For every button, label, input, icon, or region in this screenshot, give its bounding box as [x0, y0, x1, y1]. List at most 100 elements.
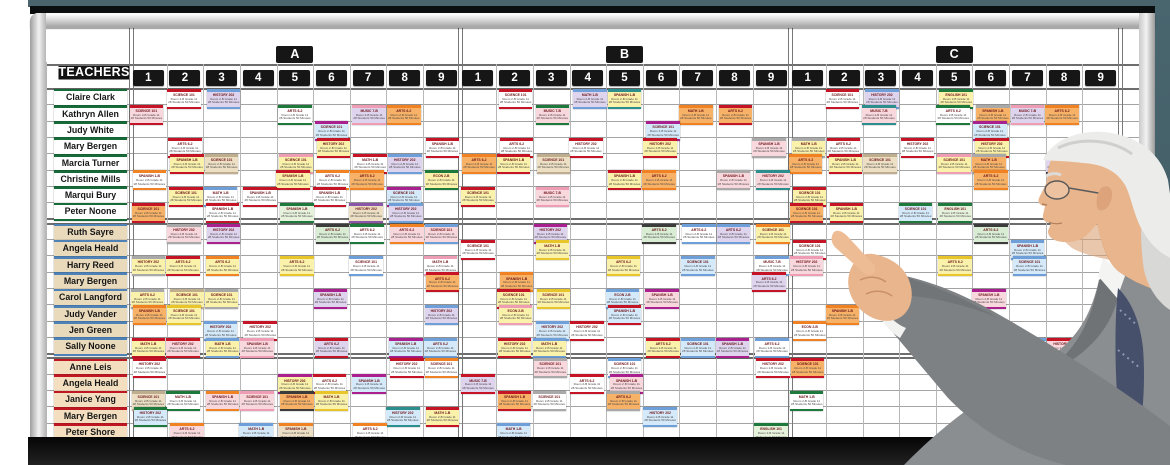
card-detail: Room 2-B Grade 11 — [353, 178, 381, 183]
grid-line-vertical — [166, 64, 168, 437]
card-detail: Room 2-B Grade 11 — [613, 382, 640, 387]
card-subject: MATH 1-B — [434, 411, 451, 416]
card-detail: Room 2-B Grade 11 — [792, 161, 819, 166]
grid-line-horizontal — [46, 218, 1139, 221]
card-detail: 28 Students 50 Minutes — [426, 149, 459, 154]
card-subject: SPANISH 1-B — [319, 292, 342, 297]
presenter-sleeve-shade — [886, 272, 998, 318]
card-detail: Room 2-B Grade 11 — [720, 231, 747, 236]
card-subject: HISTORY 202 — [576, 325, 598, 330]
card-detail: 28 Students 50 Minutes — [536, 197, 569, 202]
card-subject: ARTS 6-2 — [945, 109, 961, 114]
card-subject: SPANISH 1-B — [615, 378, 638, 383]
card-detail: 28 Students 50 Minutes — [792, 149, 825, 154]
card-subject: ARTS 6-2 — [434, 276, 450, 281]
card-detail: Room 2-B Grade 11 — [500, 161, 527, 166]
grid-line-horizontal — [46, 357, 1139, 360]
card-detail: 28 Students 50 Minutes — [534, 234, 567, 239]
card-subject: SCIENCE 101 — [430, 227, 453, 232]
card-detail: 28 Students 50 Minutes — [351, 181, 383, 186]
card-subject: SCIENCE 101 — [137, 206, 160, 211]
card-detail: Room 2-B Grade 11 — [428, 178, 455, 183]
card-detail: 28 Students 50 Minutes — [351, 234, 383, 239]
card-detail: Room 2-B Grade 11 — [684, 345, 712, 350]
card-subject: HISTORY 202 — [392, 411, 414, 416]
card-detail: 28 Students 50 Minutes — [830, 214, 863, 219]
card-detail: 28 Students 50 Minutes — [646, 300, 678, 305]
teacher-name-plate: Peter Noone — [54, 203, 127, 221]
card-detail: 28 Students 50 Minutes — [975, 234, 1007, 239]
card-subject: ARTS 6-2 — [324, 174, 341, 179]
card-detail: Room 2-B Grade 11 — [758, 345, 786, 350]
card-detail: Room 2-B Grade 11 — [428, 313, 455, 318]
card-subject: MATH 1-B — [980, 158, 997, 162]
card-subject: SPANISH 1-B — [503, 158, 525, 162]
card-detail: 28 Students 50 Minutes — [354, 165, 386, 170]
card-detail: Room 2-B Grade 11 — [209, 345, 236, 350]
card-detail: Room 2-B Grade 11 — [136, 313, 163, 318]
card-subject: ARTS 6-2 — [321, 378, 338, 383]
grid-line-vertical — [1009, 64, 1011, 437]
card-detail: 28 Students 50 Minutes — [279, 116, 311, 121]
grid-line-horizontal — [46, 422, 1139, 424]
card-detail: Room 2-B Grade 11 — [796, 247, 823, 252]
card-subject: SPANISH 1-B — [211, 394, 234, 399]
card-detail: 28 Students 50 Minutes — [716, 349, 749, 354]
teacher-name-plate: Angela Heald — [54, 375, 127, 393]
card-detail: Room 2-B Grade 11 — [975, 161, 1003, 166]
card-subject: SCIENCE 101 — [1018, 260, 1041, 265]
card-detail: Room 2-B Grade 11 — [282, 431, 310, 436]
card-detail: Room 2-B Grade 11 — [318, 345, 345, 350]
card-detail: Room 2-B Grade 11 — [353, 231, 381, 236]
presenter-eyebrow — [1045, 172, 1062, 178]
card-detail: 28 Students 50 Minutes — [755, 435, 787, 439]
card-detail: Room 2-B Grade 11 — [979, 113, 1007, 118]
card-detail: Room 2-B Grade 11 — [538, 247, 566, 252]
grid-line-horizontal — [46, 406, 1139, 408]
card-detail: Room 2-B Grade 11 — [829, 313, 856, 318]
board-frame-top — [30, 13, 1155, 28]
card-subject: ARTS 6-2 — [615, 394, 632, 399]
card-subject: SCIENCE 101 — [831, 92, 854, 97]
card-subject: HISTORY 202 — [906, 141, 929, 146]
card-detail: 28 Students 50 Minutes — [317, 149, 350, 154]
card-detail: 28 Students 50 Minutes — [973, 300, 1005, 305]
teacher-name-plate: Mary Bergen — [54, 138, 127, 156]
card-detail: Room 2-B Grade 11 — [975, 296, 1003, 301]
card-detail: Room 2-B Grade 11 — [320, 145, 347, 150]
card-subject: SCIENCE 101 — [430, 362, 453, 367]
period-header-a1: 1 — [132, 70, 164, 86]
presenter-nostril — [1041, 203, 1048, 206]
card-detail: 28 Students 50 Minutes — [570, 149, 602, 154]
card-detail: Room 2-B Grade 11 — [316, 382, 343, 387]
grid-line-vertical — [239, 64, 241, 437]
card-detail: Room 2-B Grade 11 — [865, 113, 893, 118]
grid-line-horizontal — [46, 136, 1139, 138]
period-header-c4: 4 — [902, 70, 934, 86]
card-detail: 28 Students 50 Minutes — [171, 165, 203, 170]
